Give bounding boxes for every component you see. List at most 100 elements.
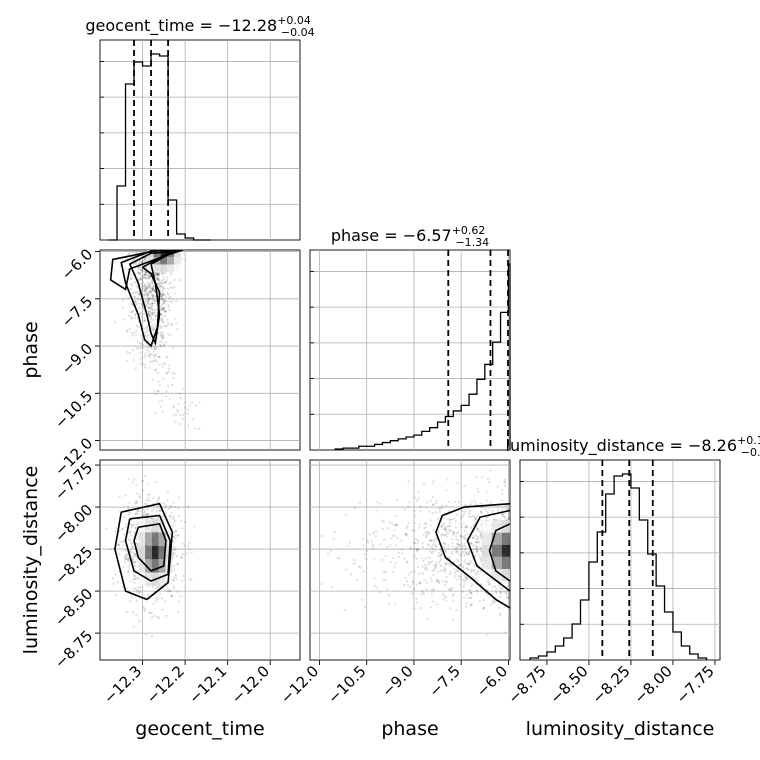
scatter-point: [158, 384, 161, 387]
scatter-point: [151, 585, 154, 588]
scatter-point: [478, 599, 482, 603]
scatter-point: [150, 306, 153, 309]
scatter-point: [460, 547, 464, 550]
scatter-point: [129, 277, 132, 281]
scatter-point: [420, 505, 423, 508]
scatter-point: [164, 504, 167, 507]
scatter-point: [160, 271, 163, 274]
scatter-point: [146, 281, 149, 284]
scatter-point: [503, 478, 507, 481]
scatter-point: [467, 563, 471, 566]
scatter-point: [124, 525, 127, 528]
scatter-point: [405, 580, 408, 583]
scatter-point: [418, 505, 422, 508]
scatter-point: [156, 506, 159, 509]
scatter-point: [443, 534, 446, 537]
scatter-point: [469, 603, 472, 606]
scatter-point: [486, 478, 490, 481]
scatter-point: [163, 300, 166, 303]
scatter-point: [428, 550, 432, 553]
scatter-point: [153, 308, 156, 311]
scatter-point: [120, 527, 124, 531]
density-block: [481, 520, 492, 533]
scatter-point: [132, 292, 135, 295]
scatter-point: [416, 548, 419, 551]
scatter-point: [145, 499, 148, 502]
scatter-point: [145, 325, 148, 329]
scatter-point: [129, 548, 132, 552]
scatter-point: [128, 314, 131, 317]
scatter-point: [148, 310, 151, 313]
contour-line: [120, 250, 182, 348]
scatter-point: [135, 501, 138, 504]
scatter-point: [474, 553, 477, 557]
scatter-point: [449, 518, 452, 521]
scatter-point: [151, 353, 154, 356]
scatter-point: [140, 269, 143, 272]
scatter-point: [162, 320, 165, 323]
scatter-point: [136, 589, 139, 592]
scatter-point: [453, 567, 456, 570]
scatter-point: [127, 558, 131, 562]
scatter-point: [170, 511, 173, 514]
scatter-point: [145, 327, 148, 330]
scatter-point: [143, 609, 146, 613]
scatter-point: [489, 501, 493, 504]
scatter-point: [134, 526, 137, 530]
scatter-point: [136, 271, 140, 274]
scatter-point: [151, 324, 154, 327]
histogram-panel-geocent_time: [99, 39, 301, 241]
scatter-point: [155, 360, 159, 363]
scatter-point: [163, 309, 166, 313]
scatter-point: [461, 544, 465, 547]
scatter-point: [153, 390, 156, 393]
scatter-point: [152, 287, 155, 290]
scatter-point: [463, 537, 466, 540]
scatter-point: [188, 541, 191, 544]
scatter-point: [133, 560, 137, 564]
scatter-point: [454, 547, 458, 550]
scatter-point: [121, 528, 124, 531]
scatter-point: [465, 504, 468, 507]
scatter-point: [408, 501, 411, 504]
scatter-point: [430, 592, 433, 595]
scatter-point: [160, 399, 164, 402]
scatter-point: [507, 517, 510, 521]
scatter-point: [156, 499, 159, 503]
scatter-point: [415, 583, 418, 586]
scatter-point: [139, 277, 143, 280]
scatter-point: [148, 274, 151, 277]
scatter-point: [154, 358, 157, 361]
scatter-point: [165, 371, 169, 374]
scatter-point: [131, 559, 134, 562]
scatter-point: [156, 516, 159, 520]
scatter-point: [403, 508, 406, 511]
scatter-point: [165, 300, 168, 303]
scatter-point: [462, 565, 465, 568]
scatter-point: [151, 305, 154, 308]
scatter-point: [136, 302, 139, 305]
scatter-point: [355, 578, 358, 581]
scatter-point: [166, 590, 169, 593]
scatter-point: [396, 536, 399, 540]
scatter-point: [132, 281, 136, 284]
scatter-point: [147, 296, 150, 300]
scatter-point: [135, 500, 138, 503]
scatter-point: [394, 544, 397, 547]
scatter-point: [444, 580, 447, 583]
scatter-point: [501, 488, 504, 491]
scatter-point: [470, 591, 473, 594]
scatter-point: [166, 276, 169, 279]
scatter-point: [133, 554, 136, 558]
scatter-point: [416, 565, 420, 569]
scatter-point: [380, 519, 384, 522]
scatter-point: [459, 522, 462, 525]
scatter-point: [332, 537, 335, 541]
scatter-point: [416, 550, 419, 553]
scatter-point: [150, 297, 153, 300]
scatter-point: [127, 565, 130, 569]
scatter-point: [427, 560, 430, 564]
scatter-point: [168, 308, 171, 312]
scatter-point: [122, 318, 125, 321]
scatter-point: [142, 273, 146, 276]
